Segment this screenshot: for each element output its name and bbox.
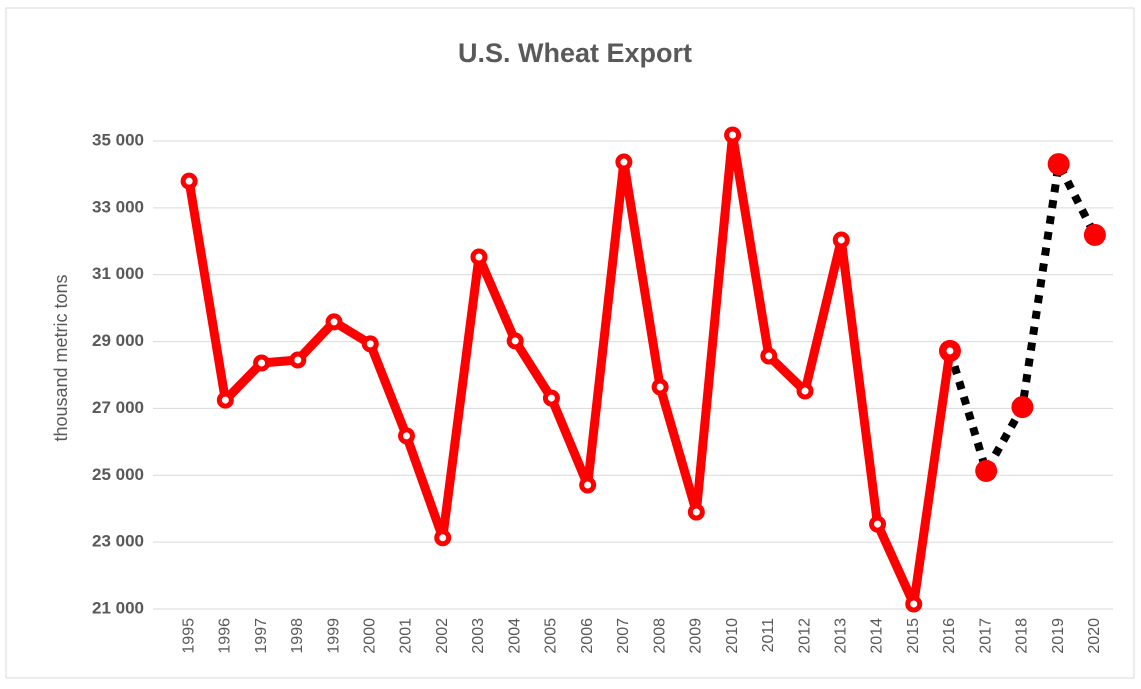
x-tick-label: 2019 (1050, 618, 1067, 654)
marker (760, 347, 778, 365)
x-tick-label: 2010 (724, 618, 741, 654)
y-tick-label: 31 000 (92, 264, 144, 283)
y-tick-label: 23 000 (92, 532, 144, 551)
x-tick-label: 2005 (543, 618, 560, 654)
x-tick-label: 2012 (796, 618, 813, 654)
marker (325, 313, 343, 331)
marker (361, 335, 379, 353)
marker (975, 459, 998, 482)
marker (941, 342, 959, 360)
marker (289, 351, 307, 369)
marker (398, 427, 415, 445)
marker (1083, 223, 1106, 246)
x-tick-label: 2020 (1086, 618, 1103, 654)
chart-border (5, 7, 1135, 679)
y-tick-label: 27 000 (92, 398, 144, 417)
x-tick-label: 1996 (217, 618, 234, 654)
x-tick-label: 2013 (832, 618, 849, 654)
x-tick-label: 2004 (506, 618, 523, 654)
marker (615, 153, 633, 171)
marker (506, 332, 524, 350)
x-tick-label: 2006 (579, 618, 596, 654)
x-tick-label: 2009 (688, 618, 705, 654)
y-tick-label: 25 000 (92, 465, 144, 484)
marker (434, 529, 452, 547)
marker (905, 595, 923, 613)
marker (1011, 396, 1034, 419)
x-tick-label: 1999 (325, 618, 342, 654)
marker (832, 231, 850, 249)
marker (253, 354, 271, 372)
x-tick-label: 2008 (651, 618, 668, 654)
marker (216, 391, 234, 409)
x-tick-label: 2016 (941, 618, 958, 654)
marker (724, 126, 742, 144)
y-tick-label: 29 000 (92, 331, 144, 350)
x-tick-label: 1995 (180, 618, 197, 654)
chart-title: U.S. Wheat Export (458, 38, 692, 68)
x-tick-label: 2015 (905, 618, 922, 654)
x-tick-label: 2007 (615, 618, 632, 654)
y-tick-label: 33 000 (92, 197, 144, 216)
marker (180, 172, 198, 190)
x-tick-label: 1998 (289, 618, 306, 654)
marker (470, 248, 488, 266)
marker (796, 382, 814, 400)
marker (1047, 153, 1070, 176)
x-tick-label: 2011 (760, 618, 777, 653)
x-tick-label: 2000 (361, 618, 378, 654)
y-tick-label: 21 000 (92, 598, 144, 617)
marker (869, 515, 886, 533)
y-tick-label: 35 000 (92, 130, 144, 149)
y-axis-label: thousand metric tons (51, 274, 71, 441)
marker (542, 389, 560, 407)
x-tick-label: 2003 (470, 618, 487, 654)
x-tick-label: 1997 (253, 618, 270, 654)
x-tick-label: 2002 (434, 618, 451, 654)
x-tick-label: 2014 (869, 618, 886, 654)
x-tick-label: 2017 (977, 618, 994, 654)
marker (651, 378, 669, 396)
marker (579, 476, 597, 494)
marker (687, 503, 705, 521)
x-tick-label: 2001 (398, 618, 415, 654)
series-line (184, 130, 955, 609)
x-tick-label: 2018 (1014, 618, 1031, 654)
